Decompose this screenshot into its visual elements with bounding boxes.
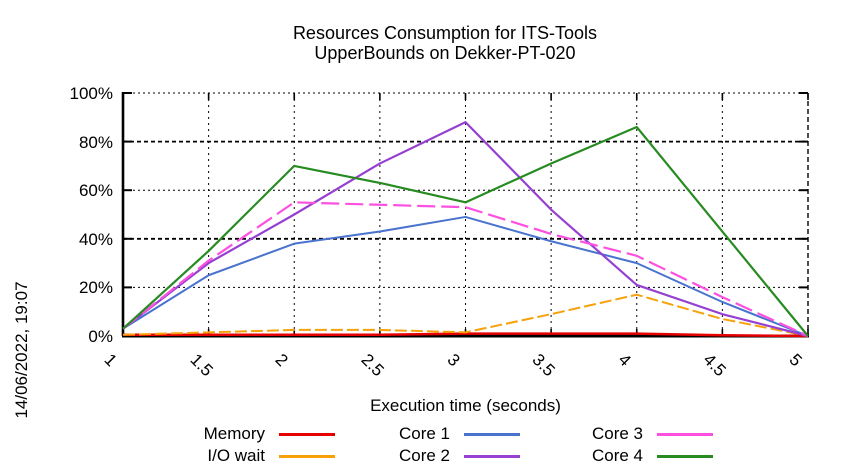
legend-item-i-o-wait: I/O wait [150, 445, 335, 467]
legend-label: I/O wait [207, 446, 265, 465]
x-axis-title: Execution time (seconds) [370, 396, 561, 415]
legend-item-core-2: Core 2 [360, 445, 520, 467]
y-tick-label-60: 60% [78, 181, 113, 201]
legend-item-core-4: Core 4 [553, 445, 713, 467]
legend-item-memory: Memory [150, 423, 335, 445]
legend-column-2: Core 1 Core 2 [360, 423, 520, 467]
chart-title-line1: Resources Consumption for ITS-Tools [292, 23, 598, 43]
y-tick-label-0: 0% [88, 327, 113, 346]
legend-label: Core 3 [591, 424, 643, 443]
legend-line-swatch [464, 454, 520, 458]
legend-column-1: Memory I/O wait [150, 423, 335, 467]
chart-title-line2: UpperBounds on Dekker-PT-020 [314, 43, 576, 63]
series-line-core-3 [122, 201, 809, 338]
legend-label: Core 4 [591, 446, 643, 465]
series-line-i-o-wait [122, 293, 809, 337]
legend-line-swatch [279, 432, 335, 436]
y-tick-label-40: 40% [78, 229, 113, 249]
legend-item-core-1: Core 1 [360, 423, 520, 445]
legend-label: Core 2 [398, 446, 450, 465]
legend-label: Memory [203, 424, 265, 443]
legend-line-swatch [657, 432, 713, 436]
series-line-core-2 [122, 121, 809, 338]
y-tick-label-20: 20% [78, 278, 113, 298]
legend-item-core-3: Core 3 [553, 423, 713, 445]
series-line-core-4 [122, 125, 809, 337]
legend-line-swatch [279, 454, 335, 458]
legend-line-swatch [657, 454, 713, 458]
legend-column-3: Core 3 Core 4 [553, 423, 713, 467]
legend-line-swatch [464, 432, 520, 436]
series-line-memory [123, 332, 809, 338]
y-tick-label-80: 80% [78, 132, 113, 152]
y-tick-label-100: 100% [69, 84, 113, 103]
series-line-core-1 [122, 215, 809, 337]
legend-label: Core 1 [398, 424, 450, 443]
